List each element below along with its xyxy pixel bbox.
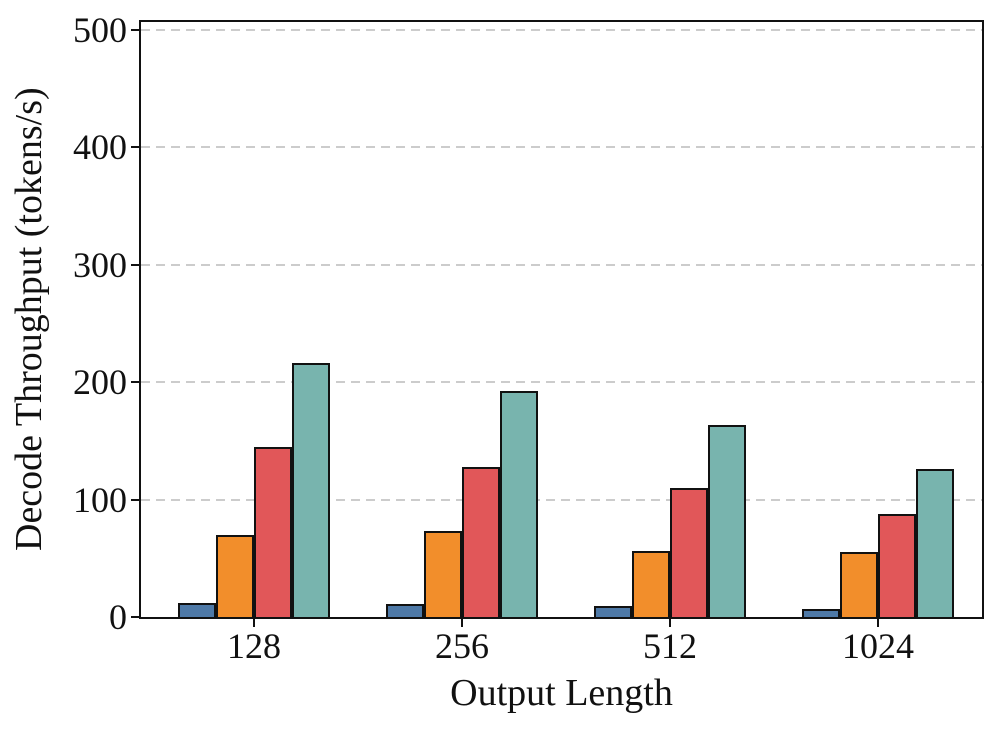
y-tick-mark-100 <box>131 498 139 501</box>
y-tick-mark-0 <box>131 616 139 618</box>
bar-series-red-128 <box>254 447 292 617</box>
y-tick-label-300: 300 <box>73 244 127 285</box>
bar-series-blue-256 <box>386 604 424 617</box>
bar-series-blue-128 <box>178 603 216 617</box>
gridline-y-200 <box>141 381 982 383</box>
y-axis-label: Decode Throughput (tokens/s) <box>8 87 50 552</box>
y-tick-label-200: 200 <box>73 362 127 402</box>
x-tick-label-128: 128 <box>227 626 281 666</box>
y-tick-label-0: 0 <box>109 597 127 637</box>
bar-series-orange-1024 <box>840 552 878 617</box>
bar-series-teal-512 <box>708 425 746 617</box>
bar-series-red-256 <box>462 467 500 617</box>
bar-series-teal-256 <box>500 391 538 617</box>
bar-series-blue-512 <box>594 606 632 617</box>
x-tick-label-256: 256 <box>435 626 489 666</box>
y-tick-mark-200 <box>131 381 139 383</box>
x-tick-mark-128 <box>253 619 255 627</box>
y-tick-mark-400 <box>131 146 139 148</box>
x-tick-label-512: 512 <box>643 626 697 666</box>
bar-series-red-512 <box>670 488 708 617</box>
gridline-y-100 <box>141 498 982 501</box>
y-tick-mark-500 <box>131 28 139 31</box>
gridline-y-400 <box>141 146 982 148</box>
bar-series-teal-1024 <box>916 469 954 617</box>
x-tick-label-1024: 1024 <box>842 626 914 666</box>
bar-series-teal-128 <box>292 363 330 617</box>
x-tick-mark-256 <box>461 619 463 627</box>
y-tick-label-400: 400 <box>73 127 127 167</box>
bar-series-orange-256 <box>424 531 462 617</box>
y-tick-label-500: 500 <box>73 9 127 50</box>
bar-series-red-1024 <box>878 514 916 617</box>
gridline-y-500 <box>141 28 982 31</box>
plot-area <box>139 20 984 619</box>
x-axis-label: Output Length <box>450 672 673 714</box>
bar-series-orange-512 <box>632 551 670 617</box>
gridline-y-300 <box>141 263 982 266</box>
bar-series-blue-1024 <box>802 609 840 617</box>
x-tick-mark-1024 <box>877 619 879 627</box>
y-tick-mark-300 <box>131 263 139 266</box>
x-tick-mark-512 <box>669 619 671 627</box>
y-tick-label-100: 100 <box>73 479 127 520</box>
bar-series-orange-128 <box>216 535 254 617</box>
